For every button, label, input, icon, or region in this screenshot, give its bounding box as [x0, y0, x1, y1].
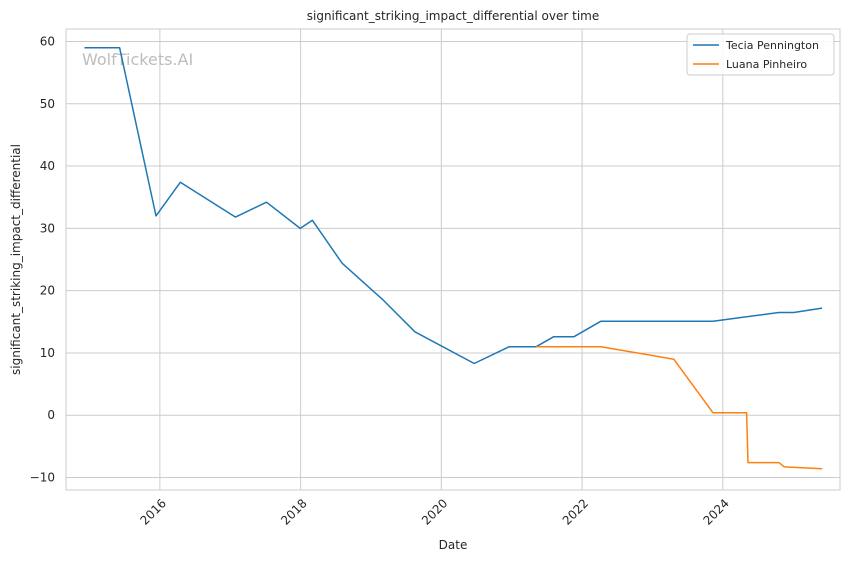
legend-label-2: Luana Pinheiro: [726, 58, 807, 71]
y-tick-label: 60: [40, 34, 55, 48]
legend-label-1: Tecia Pennington: [725, 39, 819, 52]
chart-title: significant_striking_impact_differential…: [307, 9, 599, 23]
y-tick-label: −10: [30, 471, 55, 485]
series-line-1: [84, 46, 823, 365]
y-axis-title: significant_striking_impact_differential: [9, 144, 23, 375]
y-tick-label: 10: [40, 346, 55, 360]
watermark-text: WolfTickets.AI: [82, 50, 193, 69]
y-tick-label: 30: [40, 221, 55, 235]
y-tick-label: 50: [40, 97, 55, 111]
x-axis-title: Date: [439, 538, 468, 552]
series-line-2: [536, 345, 823, 470]
plot-frame: [65, 28, 841, 491]
legend: Tecia Pennington Luana Pinheiro: [686, 33, 835, 76]
grid: [66, 29, 840, 490]
y-tick-label: 0: [47, 408, 55, 422]
legend-box: [686, 33, 835, 76]
y-tick-label: 40: [40, 159, 55, 173]
series-group: [84, 46, 823, 470]
y-tick-label: 20: [40, 284, 55, 298]
